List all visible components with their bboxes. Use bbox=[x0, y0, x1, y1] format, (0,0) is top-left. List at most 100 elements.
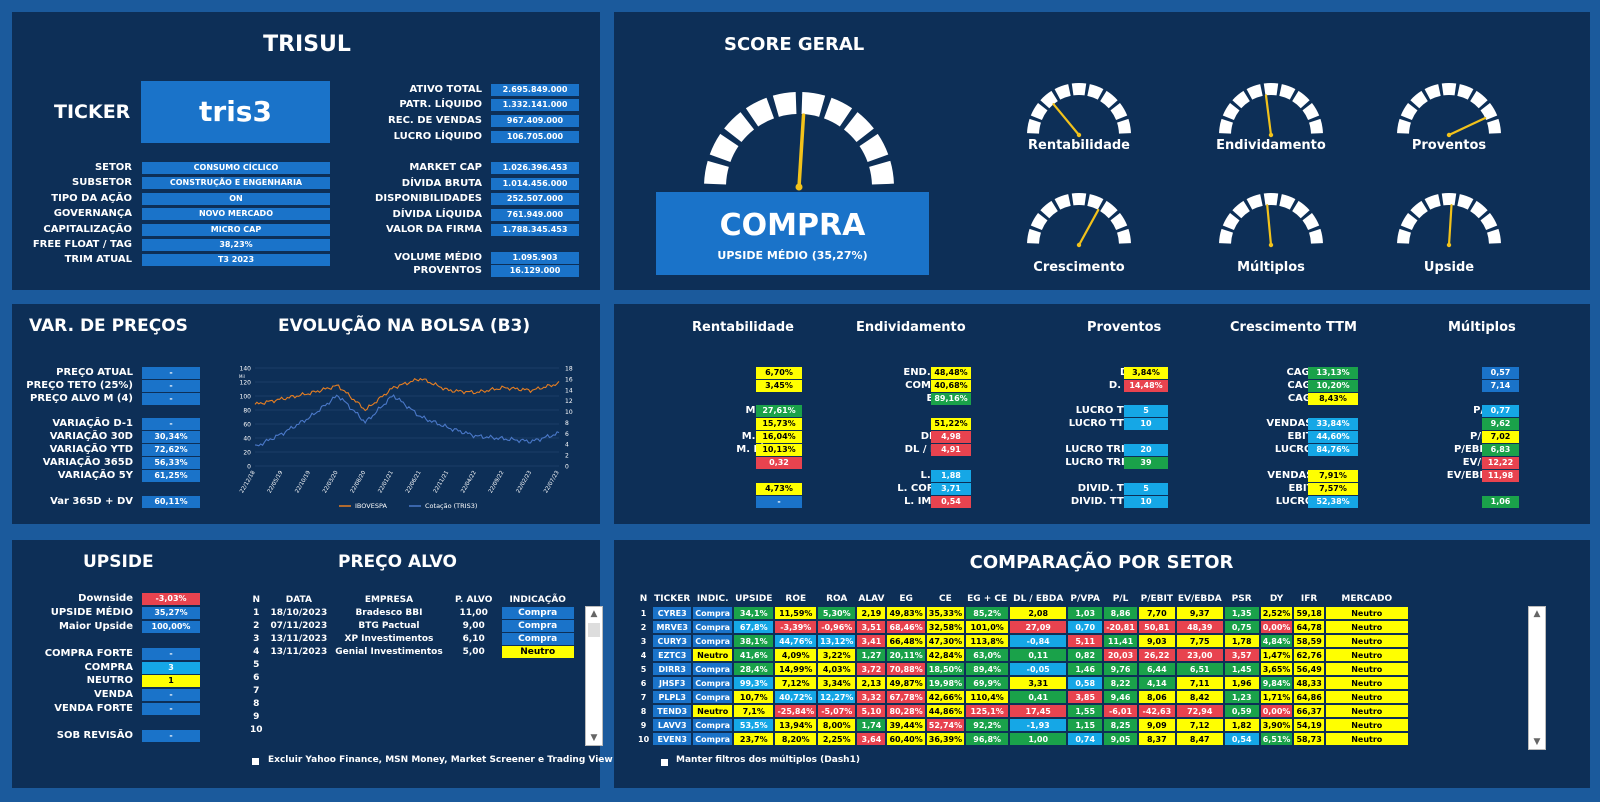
table-cell: 10,7% bbox=[734, 691, 774, 703]
gauge-segment bbox=[1054, 84, 1071, 100]
table-cell: Compra bbox=[693, 621, 733, 633]
table-cell: 6 bbox=[640, 678, 647, 688]
indicator-value: 27,61% bbox=[756, 405, 802, 417]
table-row[interactable]: 7 bbox=[247, 685, 574, 697]
indicator-group-title: Proventos bbox=[1087, 320, 1162, 335]
gauge-segment bbox=[1071, 193, 1087, 206]
indicator-value: 1,06 bbox=[1482, 496, 1519, 508]
table-cell: 54,19 bbox=[1294, 719, 1324, 731]
table-cell: 0,82 bbox=[1068, 649, 1103, 661]
exclude-sources-checkbox[interactable] bbox=[252, 758, 259, 765]
gauge-segment bbox=[1087, 194, 1104, 210]
table-cell: 113,8% bbox=[966, 635, 1009, 647]
table-row[interactable]: 4 EZTC3 Neutro 41,6% 4,09% 3,22% 1,27 20,11% 42,… bbox=[636, 649, 1408, 661]
table-row[interactable]: 2 MRVE3 Compra 67,8% -3,39% -0,96% 3,51 68,46% 3… bbox=[636, 621, 1408, 633]
table-cell: Neutro bbox=[1325, 621, 1408, 633]
keep-filters-checkbox[interactable] bbox=[661, 759, 668, 766]
table-cell: 2,08 bbox=[1010, 607, 1067, 619]
table-cell: 0,58 bbox=[1068, 677, 1103, 689]
left-tick-label: 40 bbox=[243, 436, 251, 443]
table-cell: 41,6% bbox=[734, 649, 774, 661]
gauge-segment bbox=[1410, 90, 1428, 109]
row-target: 9,00 bbox=[462, 621, 485, 631]
comparacao-header: EG + CE bbox=[967, 594, 1008, 604]
gauge-needle bbox=[797, 113, 806, 189]
financial-value: 1.332.141.000 bbox=[491, 99, 579, 111]
table-cell: 5,11 bbox=[1068, 635, 1103, 647]
table-row[interactable]: 8 TEND3 Neutro 7,1% -25,84% -5,07% 5,10 80,28% 4… bbox=[636, 705, 1408, 717]
gauge-segment bbox=[709, 133, 739, 163]
row-company bbox=[332, 698, 445, 710]
table-row[interactable]: 8 bbox=[247, 698, 574, 710]
ticker-box[interactable]: tris3 bbox=[141, 81, 330, 143]
table-cell: 8,20% bbox=[775, 733, 817, 745]
table-row[interactable]: 9 bbox=[247, 711, 574, 723]
preco-alvo-scrollbar[interactable]: ▲ ▼ bbox=[585, 606, 603, 746]
upside-title: UPSIDE bbox=[83, 552, 154, 572]
table-row[interactable]: 9 LAVV3 Compra 53,5% 13,94% 8,00% 1,74 39,44% 52… bbox=[636, 719, 1408, 731]
gauge-pivot bbox=[1446, 242, 1452, 248]
scroll-up-icon[interactable]: ▲ bbox=[590, 609, 598, 619]
gauge-segment bbox=[1279, 194, 1296, 210]
gauge-segment bbox=[1309, 228, 1323, 244]
indicator-value: 0,32 bbox=[756, 457, 802, 469]
table-row[interactable]: 1 18/10/2023 Bradesco BBI 11,00 Compra bbox=[247, 607, 574, 619]
table-row[interactable]: 4 13/11/2023 Genial Investimentos 5,00 Neutr… bbox=[247, 646, 574, 658]
comparacao-header: ROA bbox=[826, 594, 848, 604]
gauge-segment bbox=[1480, 102, 1498, 121]
indicator-value: 40,68% bbox=[931, 380, 971, 392]
right-tick-label: 4 bbox=[565, 442, 569, 449]
table-row[interactable]: 6 JHSF3 Compra 99,3% 7,12% 3,34% 2,13 49,87% 19,… bbox=[636, 677, 1408, 689]
table-cell: 58,59 bbox=[1294, 635, 1324, 647]
table-row[interactable]: 5 bbox=[247, 659, 574, 671]
indicator-value: 8,43% bbox=[1308, 393, 1358, 405]
gauge-pivot bbox=[1446, 132, 1452, 138]
table-row[interactable]: 7 PLPL3 Compra 10,7% 40,72% 12,27% 3,32 67,78% 4… bbox=[636, 691, 1408, 703]
table-cell: -5,07% bbox=[818, 705, 856, 717]
indicator-value: 4,73% bbox=[756, 483, 802, 495]
table-row[interactable]: 10 bbox=[247, 724, 574, 736]
table-cell: Neutro bbox=[1325, 719, 1408, 731]
row-indication: Compra bbox=[501, 620, 574, 632]
table-row[interactable]: 5 DIRR3 Compra 28,4% 14,99% 4,03% 3,72 70,88% 18… bbox=[636, 663, 1408, 675]
company-field-value: CONSTRUÇÃO E ENGENHARIA bbox=[142, 177, 330, 189]
score-panel: SCORE GERAL COMPRA UPSIDE MÉDIO (35,27%)… bbox=[614, 12, 1590, 290]
scroll-down-icon[interactable]: ▼ bbox=[590, 733, 598, 743]
table-row[interactable]: 10 EVEN3 Compra 23,7% 8,20% 2,25% 3,64 60,40% 36… bbox=[636, 733, 1408, 745]
financial-value: 252.507.000 bbox=[491, 193, 579, 205]
table-row[interactable]: 1 CYRE3 Compra 34,1% 11,59% 5,30% 2,19 49,83% 35… bbox=[636, 607, 1408, 619]
financial-value: 1.026.396.453 bbox=[491, 162, 579, 174]
table-row[interactable]: 6 bbox=[247, 672, 574, 684]
scroll-thumb[interactable] bbox=[588, 623, 600, 637]
scroll-up-icon[interactable]: ▲ bbox=[1533, 609, 1541, 619]
table-cell: 9,76 bbox=[1104, 663, 1137, 675]
table-cell: CURY3 bbox=[653, 635, 692, 647]
table-cell: 42,84% bbox=[926, 649, 965, 661]
row-number: 10 bbox=[250, 725, 263, 735]
left-tick-label: 20 bbox=[243, 450, 251, 457]
table-row[interactable]: 3 CURY3 Compra 38,1% 44,76% 13,12% 3,41 66,48% 4… bbox=[636, 635, 1408, 647]
indicator-group-title: Endividamento bbox=[856, 320, 966, 335]
gauge-segment bbox=[1030, 212, 1048, 231]
gauge-segment bbox=[859, 133, 889, 163]
financial-value: 1.014.456.000 bbox=[491, 178, 579, 190]
table-cell: 69,9% bbox=[966, 677, 1009, 689]
table-row[interactable]: 3 13/11/2023 XP Investimentos 6,10 Compra bbox=[247, 633, 574, 645]
company-field-value: MICRO CAP bbox=[142, 224, 330, 236]
table-cell: Compra bbox=[693, 607, 733, 619]
gauge-pivot bbox=[1268, 132, 1274, 138]
table-cell: 1,15 bbox=[1068, 719, 1103, 731]
row-number: 7 bbox=[253, 686, 260, 696]
scroll-down-icon[interactable]: ▼ bbox=[1533, 737, 1541, 747]
row-date bbox=[268, 672, 331, 684]
right-tick-label: 8 bbox=[565, 420, 569, 427]
table-cell: -3,39% bbox=[775, 621, 817, 633]
table-cell: CYRE3 bbox=[653, 607, 692, 619]
upside-value: - bbox=[142, 689, 200, 701]
table-row[interactable]: 2 07/11/2023 BTG Pactual 9,00 Compra bbox=[247, 620, 574, 632]
price-label: PREÇO ALVO M (4) bbox=[30, 393, 133, 404]
comparacao-scrollbar[interactable]: ▲ ▼ bbox=[1528, 606, 1546, 750]
table-cell: 8,06 bbox=[1138, 691, 1175, 703]
indicator-value: 5 bbox=[1124, 405, 1168, 417]
price-value: 72,62% bbox=[142, 444, 200, 456]
